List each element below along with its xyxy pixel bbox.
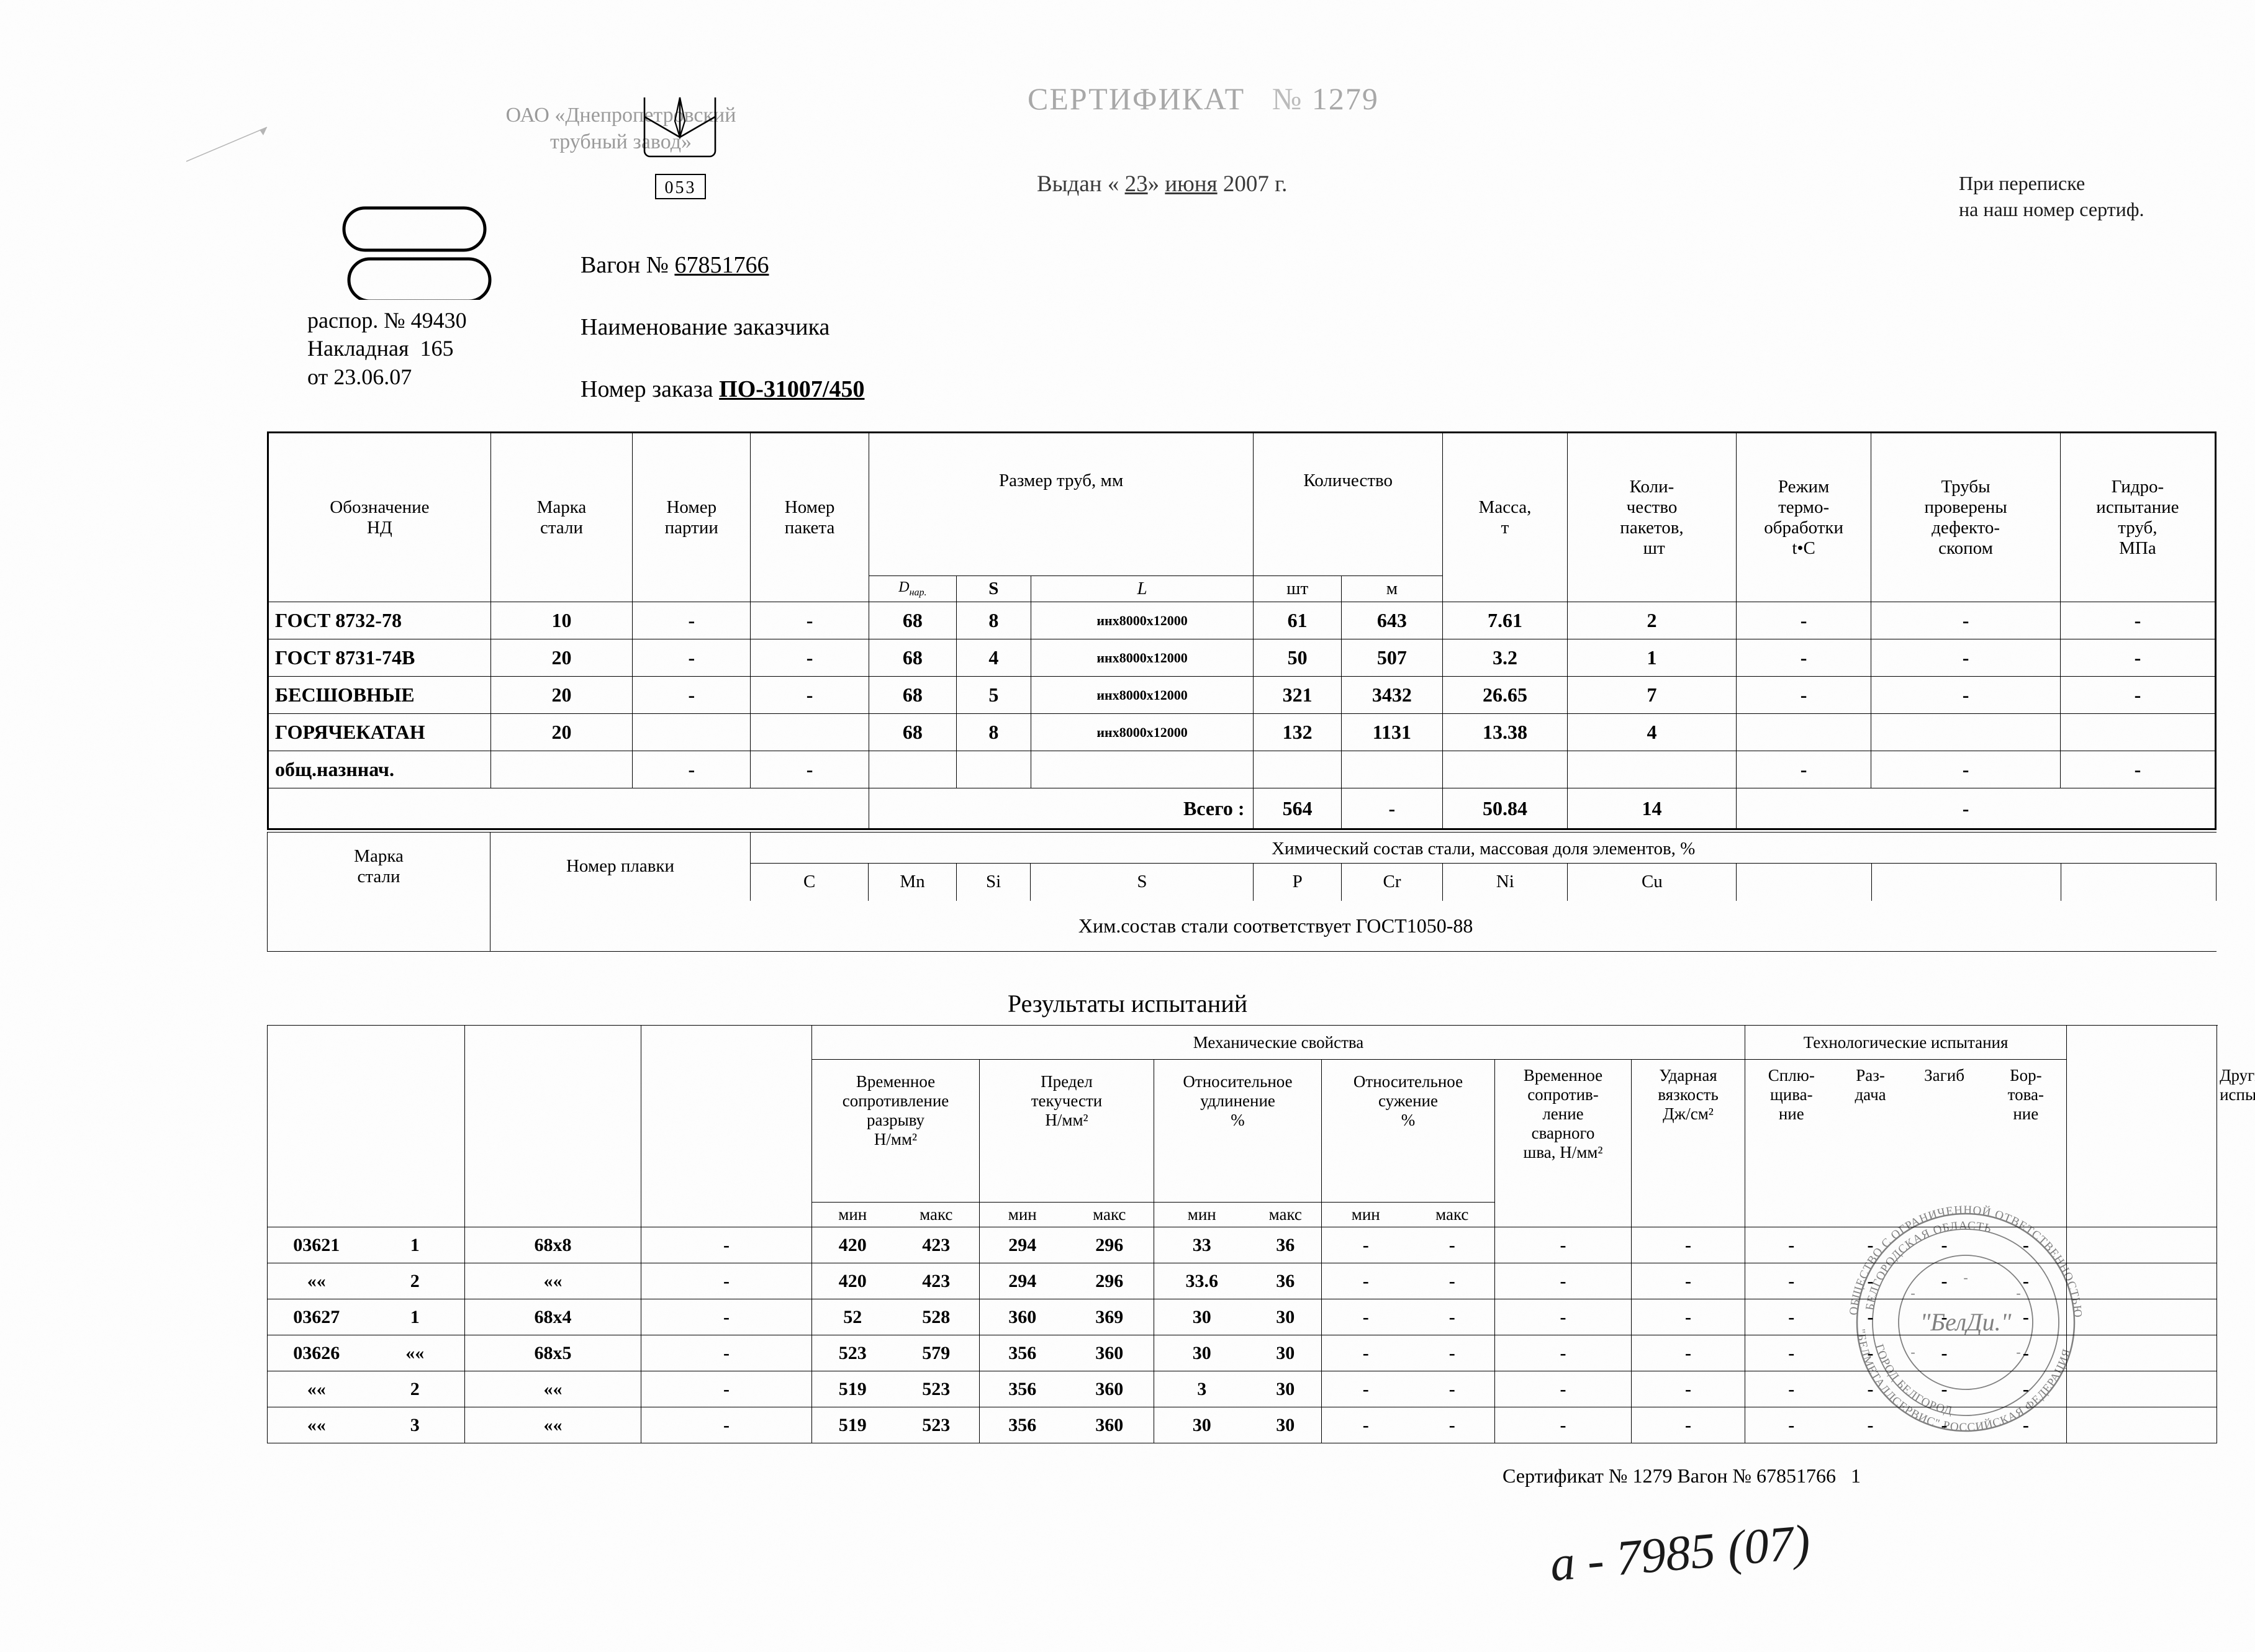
svg-text:а - 7985 (07): а - 7985 (07) [1549, 1515, 1812, 1592]
svg-text:-: - [1910, 1285, 1915, 1301]
svg-text:-: - [1963, 1270, 1968, 1285]
svg-text:БЕЛГОРОДСКАЯ ОБЛАСТЬ: БЕЛГОРОДСКАЯ ОБЛАСТЬ [1863, 1219, 1993, 1311]
svg-text:-: - [1910, 1344, 1915, 1360]
svg-text:-: - [2016, 1344, 2020, 1360]
svg-text:"БЕЛМЕТАЛЛСЕРВИС" РОССИЙСКАЯ Ф: "БЕЛМЕТАЛЛСЕРВИС" РОССИЙСКАЯ ФЕДЕРАЦИЯ [1854, 1329, 2074, 1434]
svg-text:-: - [2016, 1285, 2020, 1301]
svg-text:"БелДи.": "БелДи." [1920, 1308, 2012, 1336]
